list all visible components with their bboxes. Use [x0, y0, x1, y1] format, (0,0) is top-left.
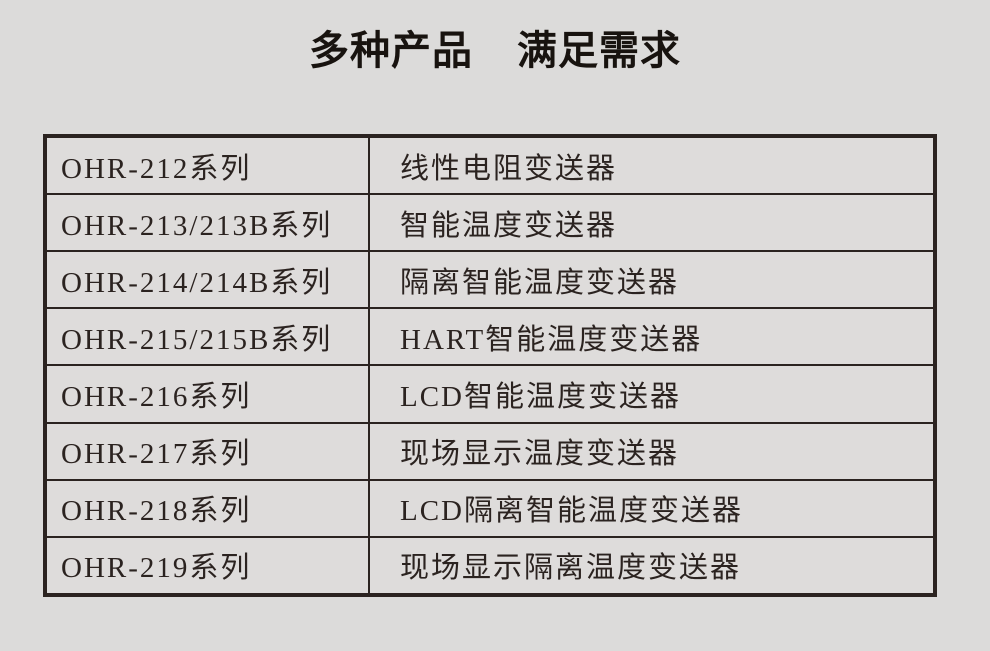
product-model: OHR-219系列 [44, 535, 370, 597]
page-title-part1: 多种产品 [309, 29, 473, 73]
product-description: 线性电阻变送器 [368, 134, 936, 196]
product-description: 隔离智能温度变送器 [368, 250, 936, 310]
product-description: LCD隔离智能温度变送器 [368, 478, 936, 538]
product-model: OHR-213/213B系列 [44, 193, 370, 253]
table-row: OHR-216系列 LCD智能温度变送器 [44, 364, 936, 424]
page-title: 多种产品 满足需求 [0, 27, 990, 75]
table-row: OHR-219系列 现场显示隔离温度变送器 [44, 535, 936, 597]
table-row: OHR-217系列 现场显示温度变送器 [44, 421, 936, 481]
table-row: OHR-213/213B系列 智能温度变送器 [44, 193, 936, 253]
page-title-part2: 满足需求 [517, 29, 681, 73]
product-model: OHR-215/215B系列 [44, 307, 370, 367]
table-row: OHR-218系列 LCD隔离智能温度变送器 [44, 478, 936, 538]
product-description: 现场显示隔离温度变送器 [368, 535, 936, 597]
product-model: OHR-216系列 [44, 364, 370, 424]
product-model: OHR-214/214B系列 [44, 250, 370, 310]
product-description: 智能温度变送器 [368, 193, 936, 253]
product-description: 现场显示温度变送器 [368, 421, 936, 481]
product-model: OHR-218系列 [44, 478, 370, 538]
product-table-body: OHR-212系列 线性电阻变送器 OHR-213/213B系列 智能温度变送器… [44, 134, 936, 597]
table-row: OHR-214/214B系列 隔离智能温度变送器 [44, 250, 936, 310]
product-model: OHR-217系列 [44, 421, 370, 481]
product-table: OHR-212系列 线性电阻变送器 OHR-213/213B系列 智能温度变送器… [43, 134, 937, 597]
product-description: LCD智能温度变送器 [368, 364, 936, 424]
table-row: OHR-212系列 线性电阻变送器 [44, 134, 936, 196]
product-description: HART智能温度变送器 [368, 307, 936, 367]
table-row: OHR-215/215B系列 HART智能温度变送器 [44, 307, 936, 367]
product-model: OHR-212系列 [44, 134, 370, 196]
